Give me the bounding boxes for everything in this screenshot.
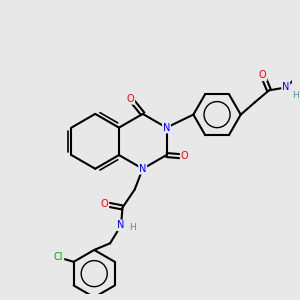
Text: O: O — [101, 199, 108, 209]
Text: Cl: Cl — [54, 253, 63, 262]
Text: O: O — [259, 70, 266, 80]
Text: N: N — [117, 220, 125, 230]
Text: N: N — [139, 164, 146, 174]
Text: O: O — [127, 94, 134, 104]
Text: N: N — [282, 82, 290, 92]
Text: N: N — [163, 123, 170, 133]
Text: O: O — [181, 152, 188, 161]
Text: H: H — [129, 223, 135, 232]
Text: H: H — [292, 91, 299, 100]
